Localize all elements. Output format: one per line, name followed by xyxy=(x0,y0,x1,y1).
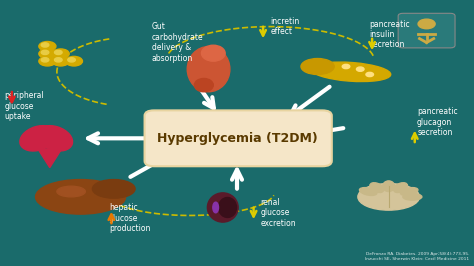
Ellipse shape xyxy=(57,186,85,197)
Circle shape xyxy=(41,50,49,55)
Text: pancreatic
insulin
secretion: pancreatic insulin secretion xyxy=(370,20,410,49)
Ellipse shape xyxy=(201,45,225,61)
Ellipse shape xyxy=(219,197,237,218)
Circle shape xyxy=(52,49,69,59)
Ellipse shape xyxy=(194,78,213,92)
Circle shape xyxy=(41,43,49,47)
Ellipse shape xyxy=(20,126,56,151)
Circle shape xyxy=(418,19,435,29)
Text: peripheral
glucose
uptake: peripheral glucose uptake xyxy=(5,92,45,121)
Text: renal
glucose
excretion: renal glucose excretion xyxy=(261,198,296,228)
FancyBboxPatch shape xyxy=(145,110,332,166)
Ellipse shape xyxy=(92,180,135,198)
Ellipse shape xyxy=(358,184,419,210)
Text: Hyperglycemia (T2DM): Hyperglycemia (T2DM) xyxy=(156,132,318,145)
Ellipse shape xyxy=(403,194,422,200)
Ellipse shape xyxy=(401,188,418,196)
Circle shape xyxy=(356,67,364,71)
Ellipse shape xyxy=(383,181,394,192)
Ellipse shape xyxy=(36,180,126,214)
Text: pancreatic
glucagon
secretion: pancreatic glucagon secretion xyxy=(417,107,458,137)
Ellipse shape xyxy=(187,47,230,92)
Text: hepatic
glucose
production: hepatic glucose production xyxy=(109,203,150,233)
Ellipse shape xyxy=(359,188,377,196)
Ellipse shape xyxy=(393,183,408,193)
Text: Gut
carbohydrate
delivery &
absorption: Gut carbohydrate delivery & absorption xyxy=(152,22,203,63)
Circle shape xyxy=(39,49,56,59)
Ellipse shape xyxy=(301,59,334,74)
Circle shape xyxy=(65,56,82,66)
Ellipse shape xyxy=(36,126,73,151)
Ellipse shape xyxy=(207,193,238,222)
Circle shape xyxy=(52,56,69,66)
Circle shape xyxy=(55,50,62,55)
FancyBboxPatch shape xyxy=(398,13,455,48)
Circle shape xyxy=(39,41,56,51)
Polygon shape xyxy=(38,149,62,168)
Text: DeFronzo RA. Diabetes. 2009 Apr;58(4):773-95.
Inzucchi SE, Sherwin Klein: Cecil : DeFronzo RA. Diabetes. 2009 Apr;58(4):77… xyxy=(365,252,469,261)
Ellipse shape xyxy=(311,62,391,82)
Circle shape xyxy=(68,58,75,62)
Circle shape xyxy=(342,64,350,69)
Text: incretin
effect: incretin effect xyxy=(270,17,300,36)
Circle shape xyxy=(39,56,56,66)
Circle shape xyxy=(41,58,49,62)
Ellipse shape xyxy=(370,183,384,193)
Circle shape xyxy=(55,58,62,62)
Ellipse shape xyxy=(213,202,219,213)
Circle shape xyxy=(366,72,374,77)
